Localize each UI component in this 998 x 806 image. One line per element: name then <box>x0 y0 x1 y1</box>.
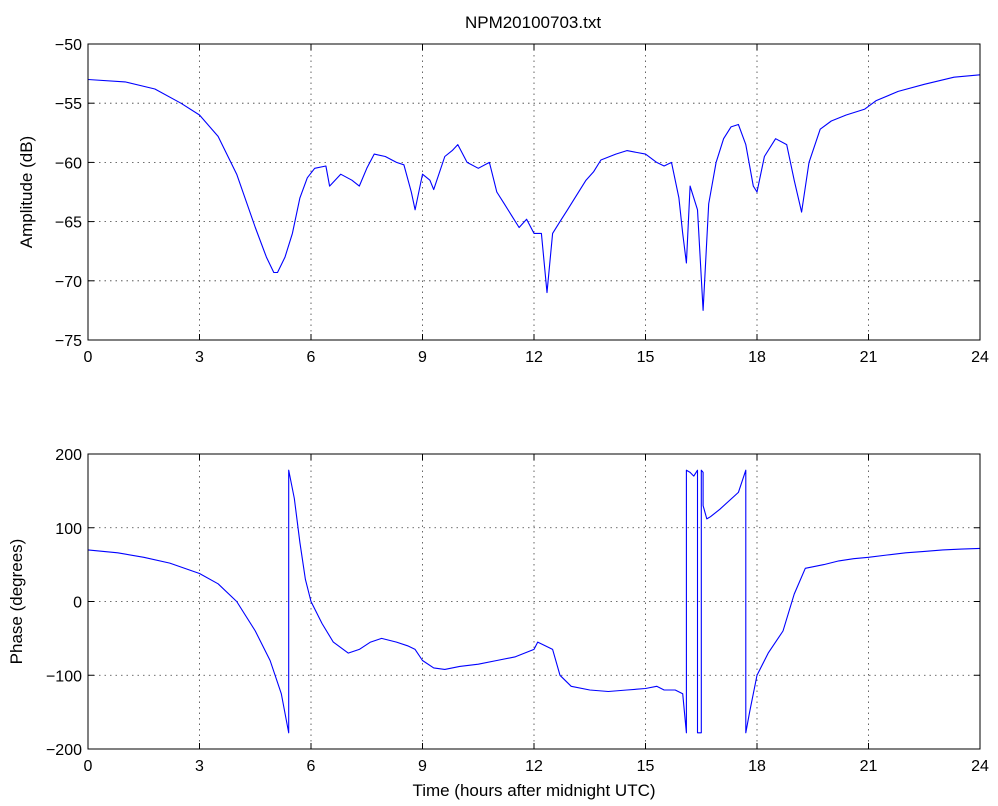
phase-y-tick-label: −100 <box>46 668 82 685</box>
phase-panel: 0 3 6 9 12 15 18 21 24 200 100 0 −100 −200 Phase (deg… <box>7 447 989 800</box>
amplitude-x-tick-label: 3 <box>195 349 204 366</box>
amplitude-y-tick-label: −75 <box>55 333 82 350</box>
amplitude-x-tick-label: 0 <box>84 349 93 366</box>
amplitude-panel: 0 3 6 9 12 15 18 21 24 −50 −55 −60 −65 −70 −75 Amplitu… <box>17 37 989 366</box>
amplitude-x-tick-label: 24 <box>971 349 989 366</box>
phase-ticks: 0 3 6 9 12 15 18 21 24 200 100 0 −100 −200 <box>46 447 989 775</box>
phase-x-tick-label: 18 <box>748 758 766 775</box>
amplitude-y-tick-label: −60 <box>55 155 82 172</box>
amplitude-grid <box>88 44 980 340</box>
amplitude-x-tick-label: 15 <box>637 349 655 366</box>
amplitude-y-tick-label: −70 <box>55 274 82 291</box>
phase-x-tick-label: 12 <box>525 758 543 775</box>
figure-title: NPM20100703.txt <box>465 13 601 32</box>
phase-x-tick-label: 3 <box>195 758 204 775</box>
amplitude-series-line <box>87 74 981 311</box>
phase-y-tick-label: −200 <box>46 742 82 759</box>
phase-x-tick-label: 0 <box>84 758 93 775</box>
phase-y-axis-label: Phase (degrees) <box>7 539 26 665</box>
phase-y-tick-label: 100 <box>55 521 82 538</box>
amplitude-x-tick-label: 6 <box>307 349 316 366</box>
phase-x-tick-label: 24 <box>971 758 989 775</box>
phase-x-tick-label: 21 <box>860 758 878 775</box>
amplitude-ticks: 0 3 6 9 12 15 18 21 24 −50 −55 −60 −65 −70 −75 <box>55 37 989 366</box>
amplitude-y-tick-label: −50 <box>55 37 82 54</box>
phase-y-tick-label: 0 <box>73 595 82 612</box>
phase-x-tick-label: 9 <box>418 758 427 775</box>
amplitude-y-axis-label: Amplitude (dB) <box>17 136 36 248</box>
amplitude-x-tick-label: 9 <box>418 349 427 366</box>
amplitude-x-tick-label: 21 <box>860 349 878 366</box>
phase-x-tick-label: 6 <box>307 758 316 775</box>
phase-series-line <box>87 469 981 734</box>
amplitude-y-tick-label: −55 <box>55 96 82 113</box>
phase-x-axis-label: Time (hours after midnight UTC) <box>412 781 655 800</box>
phase-y-tick-label: 200 <box>55 447 82 464</box>
phase-x-tick-label: 15 <box>637 758 655 775</box>
amplitude-x-tick-label: 18 <box>748 349 766 366</box>
amplitude-y-tick-label: −65 <box>55 215 82 232</box>
amplitude-x-tick-label: 12 <box>525 349 543 366</box>
